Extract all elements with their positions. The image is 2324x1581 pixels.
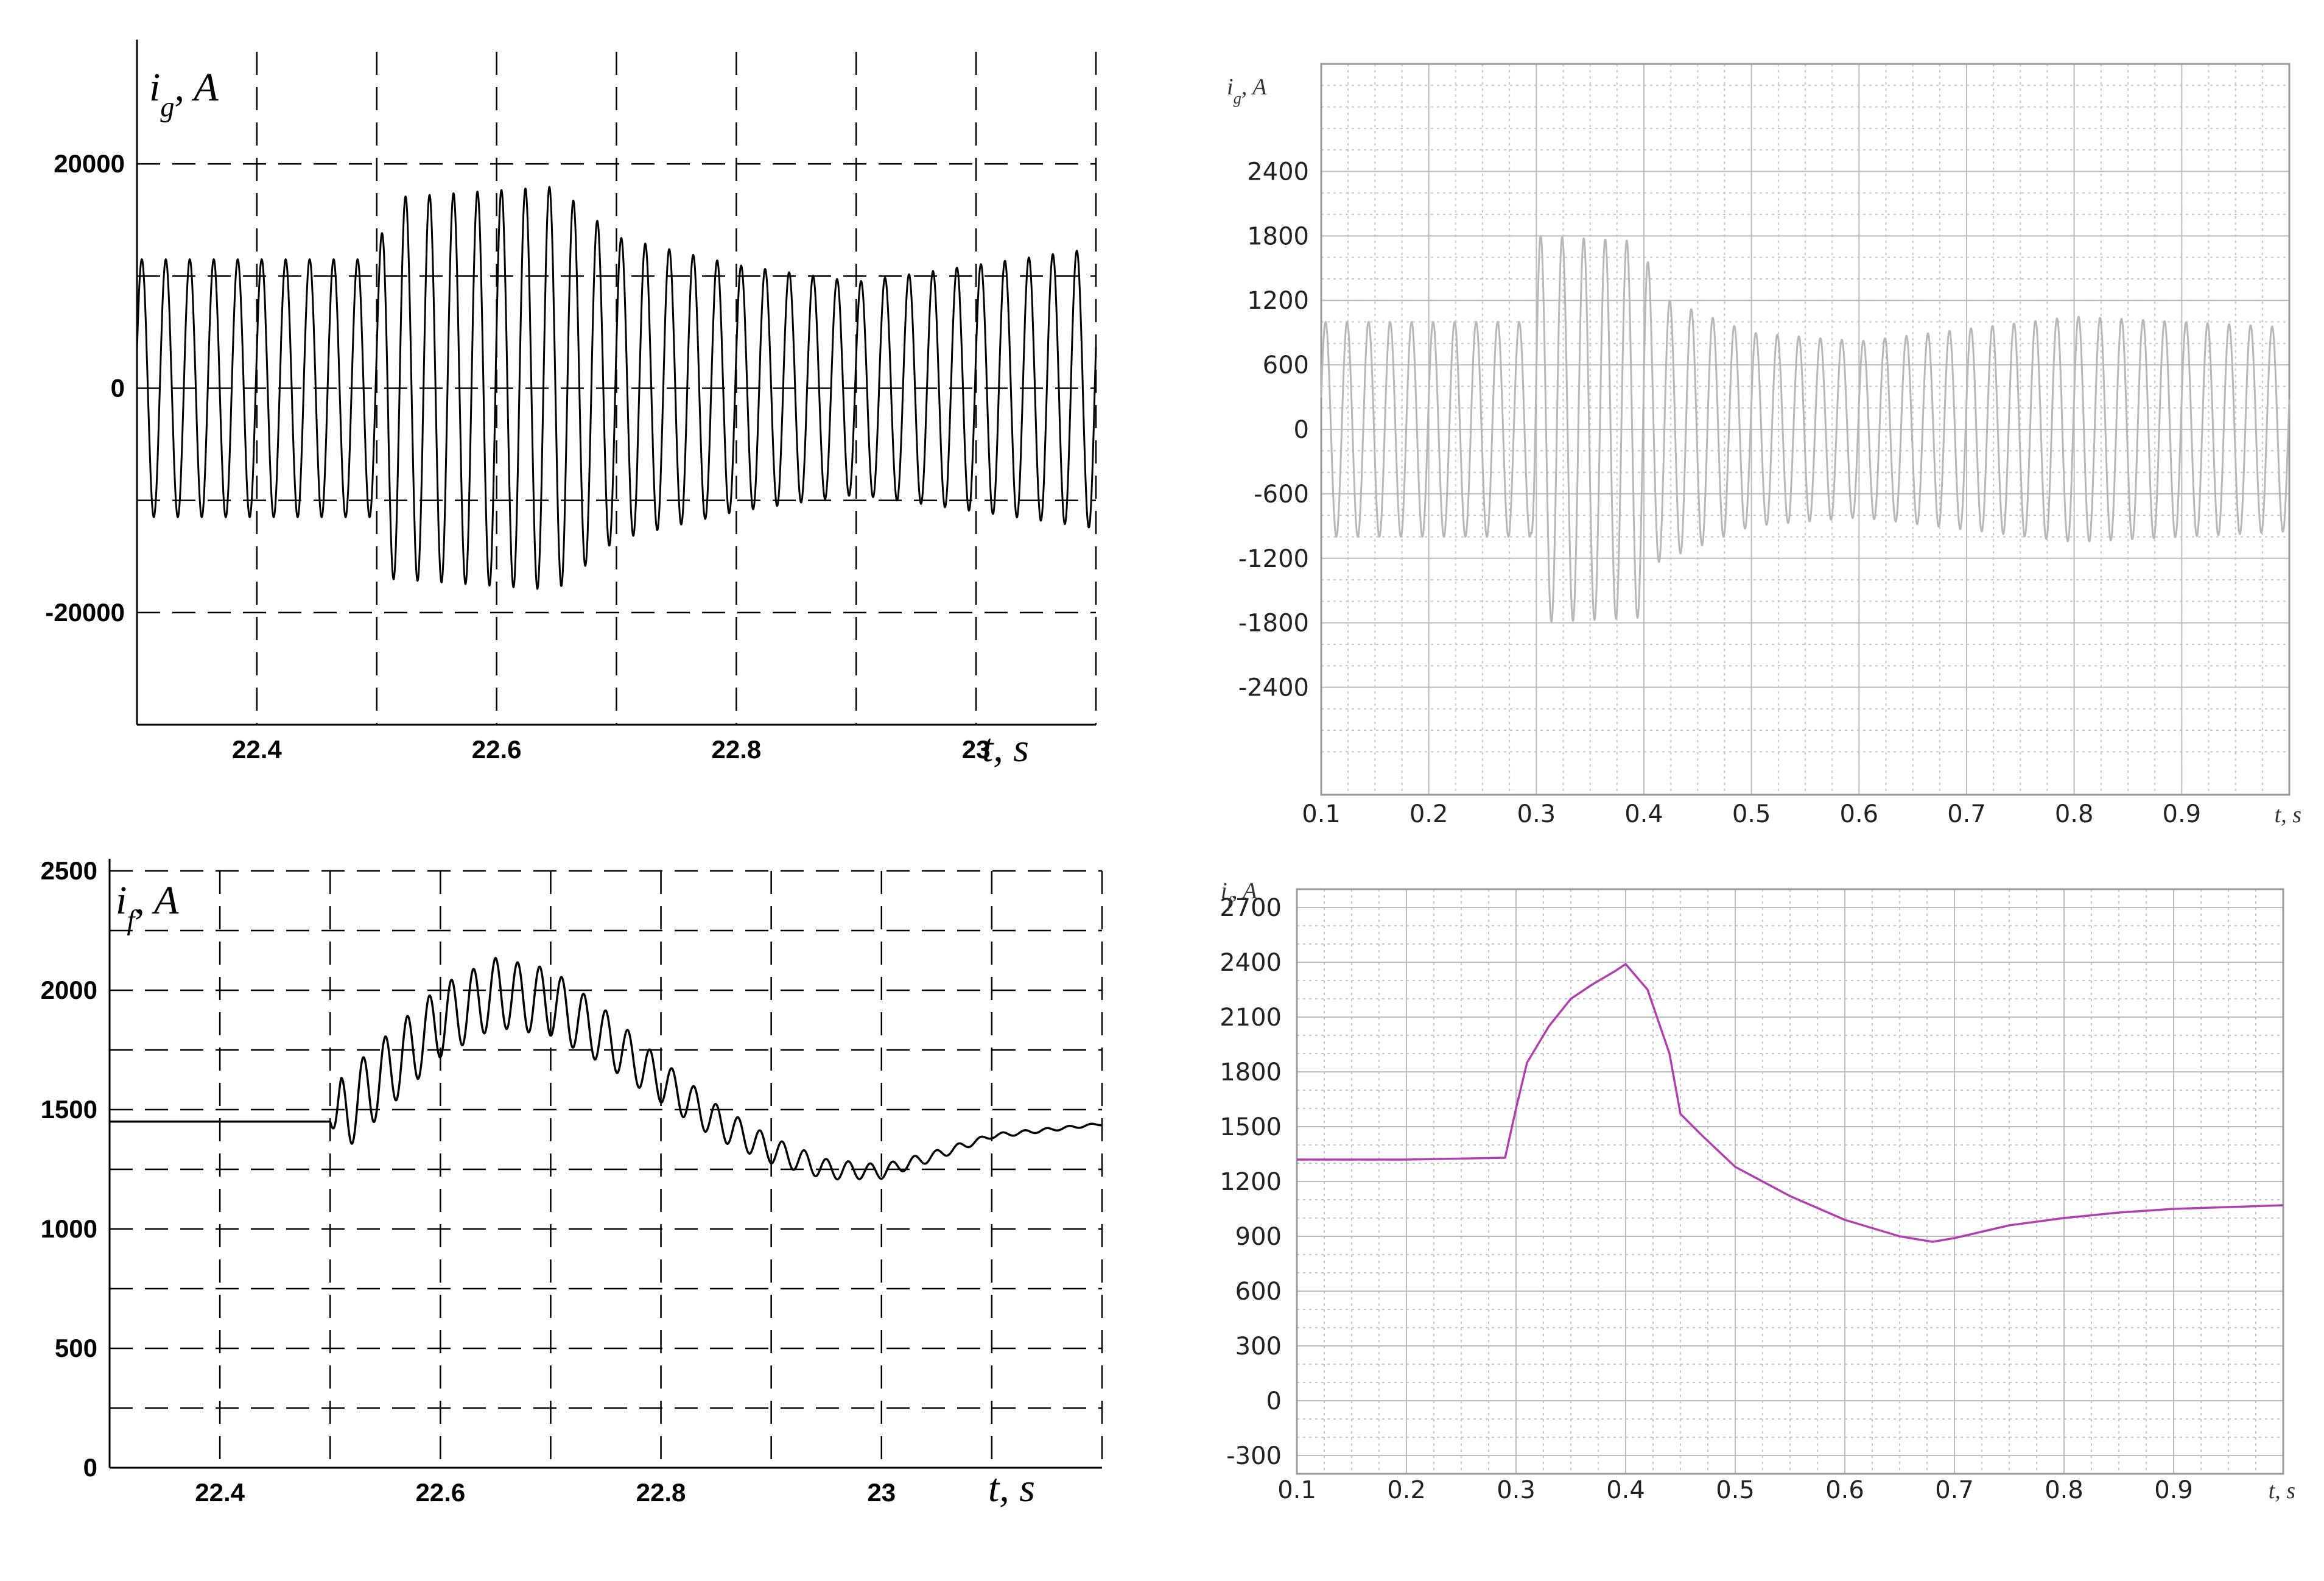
y-tick-label: -20000 — [45, 598, 125, 627]
x-tick-label: 23 — [962, 735, 991, 764]
y-tick-label: -300 — [1226, 1442, 1282, 1470]
x-tick-label: 0.8 — [2055, 800, 2094, 828]
y-tick-label: 0 — [83, 1453, 97, 1482]
chart-field-current-left: 22.4 22.6 22.8 23 0 500 1000 1500 2000 2500 if, A t… — [0, 847, 1139, 1547]
y-tick-label: 1500 — [41, 1095, 97, 1124]
x-tick-label: 0.6 — [1840, 800, 1879, 828]
y-tick-label: 2000 — [41, 976, 97, 1004]
x-tick-label: 0.4 — [1606, 1476, 1645, 1504]
x-tick-label: 0.2 — [1387, 1476, 1426, 1504]
y-tick-label: 2100 — [1220, 1004, 1282, 1032]
x-tick-label: 0.2 — [1409, 800, 1448, 828]
chart-svg: 0.1 0.2 0.3 0.4 0.5 0.6 0.7 0.8 0.9 -300 0 300 600 90… — [1220, 878, 2295, 1504]
x-tick-label: 0.3 — [1497, 1476, 1536, 1504]
x-axis-label: t, s — [982, 726, 1029, 770]
series-line — [1320, 235, 2291, 623]
y-tick-label: 1200 — [1220, 1168, 1282, 1196]
chart-svg: 22.4 22.6 22.8 23 0 500 1000 1500 2000 2500 if, A t… — [41, 856, 1103, 1510]
x-tick-label: 22.8 — [636, 1478, 686, 1507]
chart-stator-current-right: 0.1 0.2 0.3 0.4 0.5 0.6 0.7 0.8 0.9 -2400 -1800 -12… — [1175, 37, 2324, 828]
x-tick-label: 0.9 — [2154, 1476, 2193, 1504]
y-axis-label: if, A — [116, 878, 179, 935]
y-tick-label: 300 — [1235, 1333, 1282, 1361]
x-tick-label: 22.6 — [415, 1478, 465, 1507]
y-tick-label: 2400 — [1220, 949, 1282, 977]
x-axis-label: t, s — [988, 1466, 1035, 1510]
tick-labels: 22.4 22.6 22.8 23 -20000 0 20000 — [45, 149, 990, 764]
y-tick-label: 1500 — [1220, 1113, 1282, 1141]
y-tick-label: 600 — [1263, 351, 1309, 379]
x-tick-label: 0.6 — [1825, 1476, 1864, 1504]
y-tick-label: 0 — [1266, 1387, 1282, 1415]
x-tick-label: 0.9 — [2163, 800, 2202, 828]
y-tick-label: 1200 — [1247, 287, 1309, 315]
tick-labels: 0.1 0.2 0.3 0.4 0.5 0.6 0.7 0.8 0.9 -2400 -1800 -12… — [1238, 158, 2201, 828]
x-tick-label: 0.7 — [1947, 800, 1986, 828]
y-tick-label: 1000 — [41, 1214, 97, 1243]
x-tick-label: 0.1 — [1277, 1476, 1316, 1504]
y-tick-label: 20000 — [54, 149, 125, 178]
x-tick-label: 0.5 — [1716, 1476, 1755, 1504]
y-axis-label: ig, A — [149, 65, 219, 122]
x-tick-label: 22.4 — [195, 1478, 245, 1507]
x-tick-label: 0.8 — [2045, 1476, 2084, 1504]
plot-frame — [1320, 63, 2291, 796]
y-tick-label: -600 — [1254, 481, 1309, 509]
series-line — [1297, 963, 2284, 1243]
y-tick-label: 2500 — [41, 856, 97, 885]
y-tick-label: 600 — [1235, 1278, 1282, 1306]
tick-labels: 22.4 22.6 22.8 23 0 500 1000 1500 2000 2500 — [41, 856, 896, 1507]
x-tick-label: 23 — [867, 1478, 896, 1507]
series-line — [136, 186, 1097, 590]
y-axis-label: ig, A — [1227, 74, 1267, 107]
x-tick-label: 0.5 — [1732, 800, 1771, 828]
chart-stator-current-left: 22.4 22.6 22.8 23 -20000 0 20000 ig, A t, s — [0, 0, 1139, 804]
plot-frame — [1296, 888, 2284, 1475]
grid — [1296, 888, 2284, 1475]
y-tick-label: 500 — [55, 1334, 97, 1362]
y-tick-label: 1800 — [1247, 222, 1309, 250]
y-tick-label: 1800 — [1220, 1058, 1282, 1086]
y-tick-label: 900 — [1235, 1223, 1282, 1251]
y-tick-label: -1800 — [1238, 610, 1309, 638]
y-tick-label: 2700 — [1220, 894, 1282, 922]
y-tick-label: -2400 — [1238, 674, 1309, 702]
series-line — [108, 957, 1103, 1181]
x-tick-label: 22.8 — [712, 735, 762, 764]
chart-svg: 0.1 0.2 0.3 0.4 0.5 0.6 0.7 0.8 0.9 -2400 -1800 -12… — [1227, 63, 2301, 828]
x-axis-label: t, s — [2269, 1478, 2295, 1504]
y-tick-label: 0 — [1294, 416, 1309, 444]
y-tick-label: 0 — [111, 374, 125, 403]
y-axis-label: if, A — [1221, 878, 1257, 911]
chart-svg: 22.4 22.6 22.8 23 -20000 0 20000 ig, A t, s — [45, 40, 1097, 770]
x-tick-label: 22.4 — [232, 735, 282, 764]
y-tick-label: 2400 — [1247, 158, 1309, 186]
y-tick-label: -1200 — [1238, 545, 1309, 573]
x-tick-label: 0.1 — [1302, 800, 1341, 828]
tick-labels: 0.1 0.2 0.3 0.4 0.5 0.6 0.7 0.8 0.9 -300 0 300 600 90… — [1220, 894, 2193, 1504]
grid — [108, 859, 1103, 1469]
x-tick-label: 22.6 — [472, 735, 522, 764]
chart-field-current-right: 0.1 0.2 0.3 0.4 0.5 0.6 0.7 0.8 0.9 -300 0 300 600 90… — [1175, 859, 2324, 1559]
x-axis-label: t, s — [2275, 802, 2301, 828]
x-tick-label: 0.3 — [1517, 800, 1556, 828]
grid — [136, 40, 1097, 726]
x-tick-label: 0.4 — [1624, 800, 1663, 828]
x-tick-label: 0.7 — [1935, 1476, 1974, 1504]
grid — [1320, 63, 2291, 796]
